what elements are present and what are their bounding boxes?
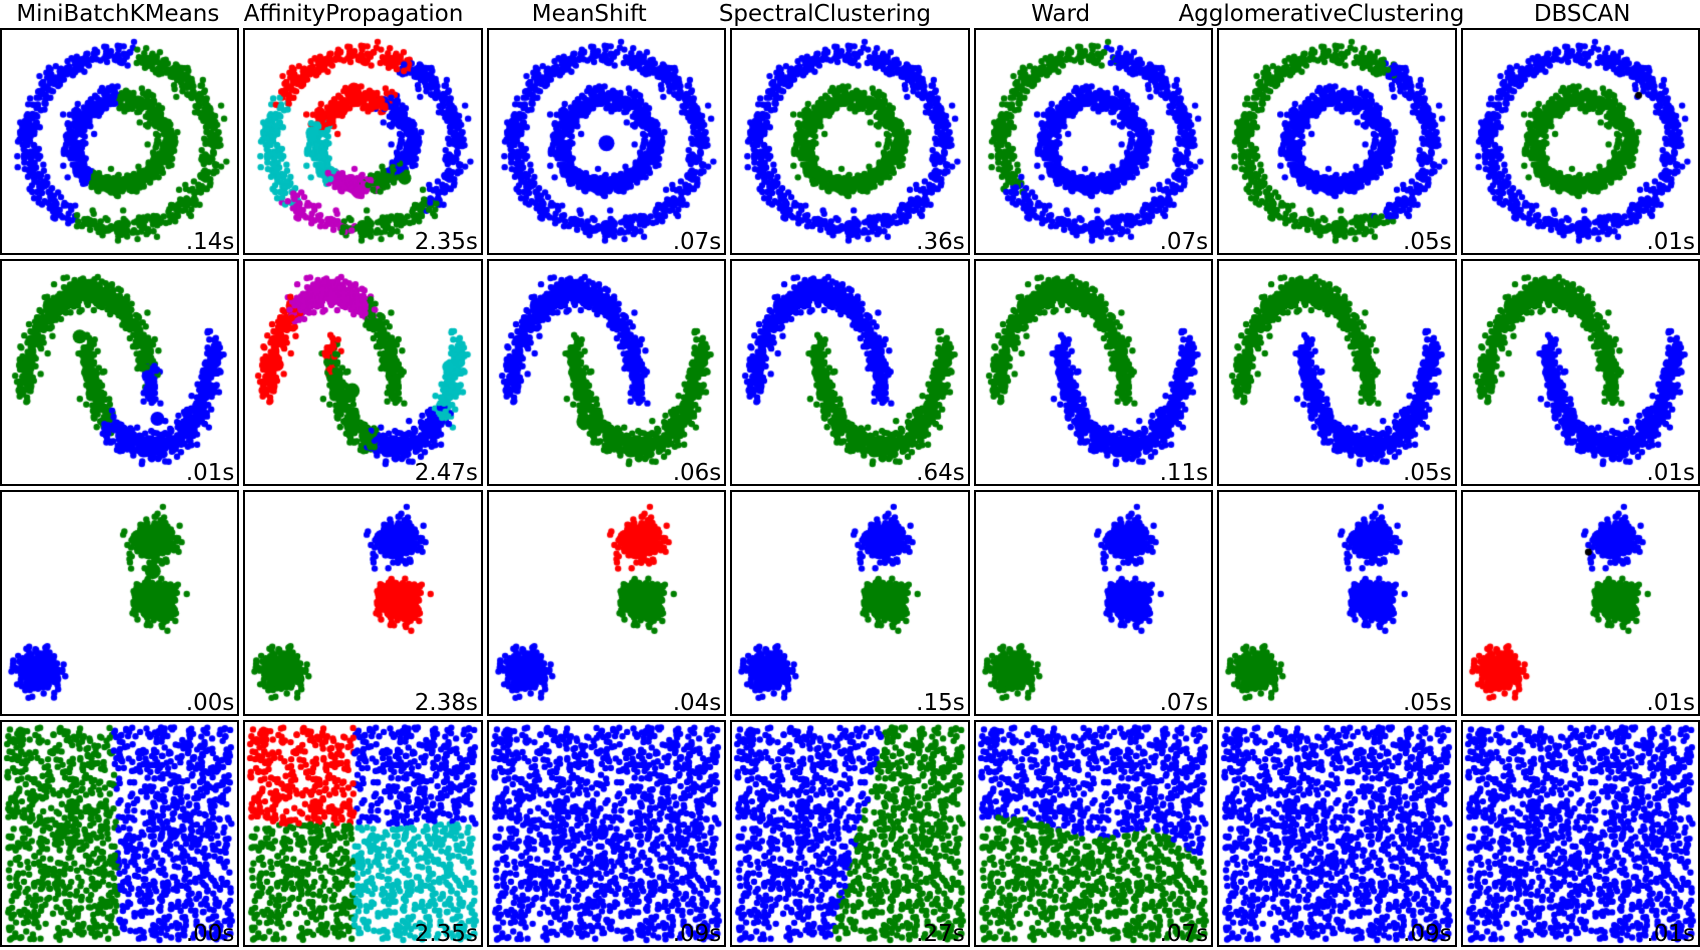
- fit-time-label: .36s: [916, 229, 965, 256]
- column-title-meanshift: MeanShift: [531, 1, 647, 27]
- panel-no-structure-affinitypropagation: 2.35s: [243, 720, 483, 947]
- scatter-canvas: [488, 491, 725, 715]
- scatter-canvas: [732, 30, 968, 254]
- panel-noisy-circles-affinitypropagation: 2.35s: [243, 28, 483, 256]
- fit-time-label: .05s: [1403, 690, 1452, 717]
- panel-noisy-circles-agglomerativeclustering: .05s: [1217, 28, 1457, 256]
- cluster-comparison-grid: .14s 2.35s .07s .36s .07s .05s .01s .01s 2.47s .0…: [0, 28, 1700, 947]
- fit-time-label: .09s: [1403, 920, 1452, 947]
- scatter-canvas: [245, 722, 481, 945]
- scatter-canvas: [488, 261, 725, 484]
- column-title-agglomerativeclustering: AgglomerativeClustering: [1178, 1, 1465, 27]
- panel-noisy-circles-minibatchkmeans: .14s: [0, 28, 240, 256]
- panel-no-structure-minibatchkmeans: .00s: [0, 720, 240, 947]
- panel-blobs-meanshift: .04s: [486, 489, 727, 717]
- fit-time-label: .06s: [672, 459, 722, 486]
- scatter-canvas: [975, 491, 1212, 715]
- fit-time-label: .00s: [185, 920, 235, 947]
- fit-time-label: .01s: [185, 459, 235, 486]
- panel-noisy-moons-affinitypropagation: 2.47s: [243, 259, 483, 486]
- scatter-canvas: [1219, 491, 1455, 715]
- scatter-canvas: [732, 261, 968, 484]
- fit-time-label: .15s: [916, 690, 965, 717]
- scatter-canvas: [1219, 30, 1455, 254]
- panel-noisy-circles-meanshift: .07s: [486, 28, 727, 256]
- panel-noisy-moons-dbscan: .01s: [1460, 259, 1700, 486]
- panel-blobs-agglomerativeclustering: .05s: [1217, 489, 1457, 717]
- scatter-canvas: [2, 30, 238, 254]
- scatter-canvas: [2, 491, 238, 715]
- panel-noisy-moons-meanshift: .06s: [486, 259, 727, 486]
- panel-noisy-circles-ward: .07s: [973, 28, 1214, 256]
- fit-time-label: .64s: [916, 459, 965, 486]
- fit-time-label: .05s: [1403, 459, 1452, 486]
- panel-blobs-spectralclustering: .15s: [730, 489, 970, 717]
- panel-noisy-moons-agglomerativeclustering: .05s: [1217, 259, 1457, 486]
- scatter-canvas: [1462, 30, 1698, 254]
- scatter-canvas: [975, 30, 1212, 254]
- fit-time-label: .11s: [1159, 459, 1209, 486]
- fit-time-label: 2.38s: [414, 690, 478, 717]
- panel-no-structure-ward: .07s: [973, 720, 1214, 947]
- scatter-canvas: [1462, 491, 1698, 715]
- fit-time-label: .07s: [1159, 920, 1209, 947]
- panel-noisy-moons-minibatchkmeans: .01s: [0, 259, 240, 486]
- scatter-canvas: [245, 30, 481, 254]
- fit-time-label: .14s: [185, 229, 235, 256]
- panel-noisy-moons-spectralclustering: .64s: [730, 259, 970, 486]
- panel-noisy-moons-ward: .11s: [973, 259, 1214, 486]
- column-title-affinitypropagation: AffinityPropagation: [243, 1, 464, 27]
- scatter-canvas: [245, 261, 481, 484]
- fit-time-label: .09s: [672, 920, 722, 947]
- fit-time-label: .01s: [1646, 459, 1695, 486]
- scatter-canvas: [1219, 722, 1455, 945]
- fit-time-label: .04s: [672, 690, 722, 717]
- scatter-canvas: [975, 261, 1212, 484]
- panel-noisy-circles-dbscan: .01s: [1460, 28, 1700, 256]
- panel-blobs-ward: .07s: [973, 489, 1214, 717]
- panel-noisy-circles-spectralclustering: .36s: [730, 28, 970, 256]
- panel-no-structure-dbscan: .01s: [1460, 720, 1700, 947]
- fit-time-label: .07s: [1159, 229, 1209, 256]
- scatter-canvas: [1462, 722, 1698, 945]
- fit-time-label: .07s: [672, 229, 722, 256]
- scatter-canvas: [488, 30, 725, 254]
- scatter-canvas: [1219, 261, 1455, 484]
- panel-no-structure-agglomerativeclustering: .09s: [1217, 720, 1457, 947]
- panel-no-structure-spectralclustering: .27s: [730, 720, 970, 947]
- scatter-canvas: [1462, 261, 1698, 484]
- panel-blobs-dbscan: .01s: [1460, 489, 1700, 717]
- fit-time-label: .05s: [1403, 229, 1452, 256]
- fit-time-label: .27s: [916, 920, 965, 947]
- scatter-canvas: [2, 722, 238, 945]
- fit-time-label: .01s: [1646, 690, 1695, 717]
- fit-time-label: .07s: [1159, 690, 1209, 717]
- scatter-canvas: [245, 491, 481, 715]
- scatter-canvas: [2, 261, 238, 484]
- scatter-canvas: [732, 491, 968, 715]
- fit-time-label: 2.35s: [414, 920, 478, 947]
- fit-time-label: .00s: [185, 690, 235, 717]
- panel-blobs-minibatchkmeans: .00s: [0, 489, 240, 717]
- fit-time-label: 2.47s: [414, 459, 478, 486]
- scatter-canvas: [975, 722, 1212, 945]
- fit-time-label: 2.35s: [414, 229, 478, 256]
- panel-blobs-affinitypropagation: 2.38s: [243, 489, 483, 717]
- column-title-minibatchkmeans: MiniBatchKMeans: [16, 1, 220, 27]
- panel-no-structure-meanshift: .09s: [486, 720, 727, 947]
- column-titles-row: MiniBatchKMeans AffinityPropagation Mean…: [0, 0, 1700, 28]
- scatter-canvas: [732, 722, 968, 945]
- fit-time-label: .01s: [1646, 920, 1695, 947]
- column-title-dbscan: DBSCAN: [1533, 1, 1631, 27]
- scatter-canvas: [488, 722, 725, 945]
- column-title-spectralclustering: SpectralClustering: [718, 1, 931, 27]
- column-title-ward: Ward: [1031, 1, 1091, 27]
- fit-time-label: .01s: [1646, 229, 1695, 256]
